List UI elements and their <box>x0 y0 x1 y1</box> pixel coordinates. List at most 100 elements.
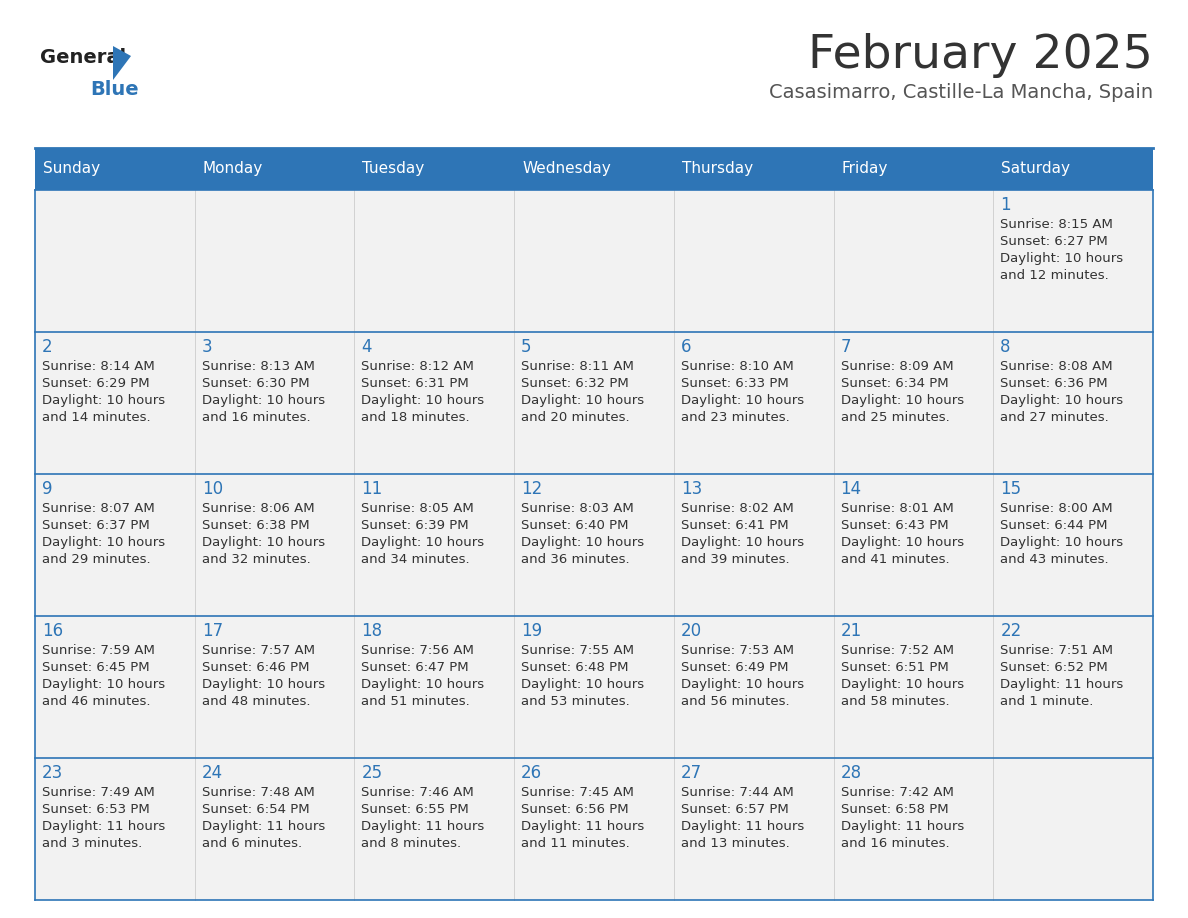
Text: Sunrise: 7:57 AM: Sunrise: 7:57 AM <box>202 644 315 657</box>
Text: Sunrise: 8:08 AM: Sunrise: 8:08 AM <box>1000 360 1113 373</box>
Text: Daylight: 11 hours: Daylight: 11 hours <box>681 820 804 833</box>
Text: and 13 minutes.: and 13 minutes. <box>681 837 790 850</box>
Text: Daylight: 10 hours: Daylight: 10 hours <box>202 678 324 691</box>
Text: Sunset: 6:43 PM: Sunset: 6:43 PM <box>841 519 948 532</box>
Text: Sunrise: 8:00 AM: Sunrise: 8:00 AM <box>1000 502 1113 515</box>
Bar <box>34 190 1154 332</box>
Text: and 16 minutes.: and 16 minutes. <box>841 837 949 850</box>
Text: and 6 minutes.: and 6 minutes. <box>202 837 302 850</box>
Text: Sunset: 6:31 PM: Sunset: 6:31 PM <box>361 377 469 390</box>
Text: and 29 minutes.: and 29 minutes. <box>42 553 151 566</box>
Text: Sunset: 6:51 PM: Sunset: 6:51 PM <box>841 661 948 674</box>
Text: Sunset: 6:56 PM: Sunset: 6:56 PM <box>522 803 628 816</box>
Text: 17: 17 <box>202 622 223 640</box>
Text: and 53 minutes.: and 53 minutes. <box>522 695 630 708</box>
Text: Daylight: 11 hours: Daylight: 11 hours <box>841 820 963 833</box>
Text: and 20 minutes.: and 20 minutes. <box>522 411 630 424</box>
Text: Daylight: 10 hours: Daylight: 10 hours <box>361 394 485 407</box>
Text: Sunset: 6:40 PM: Sunset: 6:40 PM <box>522 519 628 532</box>
Text: Sunrise: 8:03 AM: Sunrise: 8:03 AM <box>522 502 634 515</box>
Text: Sunset: 6:41 PM: Sunset: 6:41 PM <box>681 519 789 532</box>
Text: Sunset: 6:55 PM: Sunset: 6:55 PM <box>361 803 469 816</box>
Text: Sunset: 6:48 PM: Sunset: 6:48 PM <box>522 661 628 674</box>
Polygon shape <box>113 46 131 80</box>
Text: 13: 13 <box>681 480 702 498</box>
Text: Sunrise: 8:09 AM: Sunrise: 8:09 AM <box>841 360 953 373</box>
Bar <box>34 758 1154 900</box>
Text: Daylight: 10 hours: Daylight: 10 hours <box>681 394 804 407</box>
Text: Sunset: 6:46 PM: Sunset: 6:46 PM <box>202 661 309 674</box>
Text: 18: 18 <box>361 622 383 640</box>
Text: 11: 11 <box>361 480 383 498</box>
Text: 12: 12 <box>522 480 543 498</box>
Text: and 14 minutes.: and 14 minutes. <box>42 411 151 424</box>
Text: and 8 minutes.: and 8 minutes. <box>361 837 462 850</box>
Text: Casasimarro, Castille-La Mancha, Spain: Casasimarro, Castille-La Mancha, Spain <box>769 83 1154 102</box>
Bar <box>34 474 1154 616</box>
Text: and 23 minutes.: and 23 minutes. <box>681 411 790 424</box>
Text: Sunset: 6:30 PM: Sunset: 6:30 PM <box>202 377 309 390</box>
Text: 5: 5 <box>522 338 532 356</box>
Text: Sunrise: 7:56 AM: Sunrise: 7:56 AM <box>361 644 474 657</box>
Text: and 39 minutes.: and 39 minutes. <box>681 553 790 566</box>
Text: Sunrise: 7:42 AM: Sunrise: 7:42 AM <box>841 786 954 799</box>
Text: Daylight: 10 hours: Daylight: 10 hours <box>841 536 963 549</box>
Text: Sunset: 6:27 PM: Sunset: 6:27 PM <box>1000 235 1108 248</box>
Text: 7: 7 <box>841 338 851 356</box>
Text: Sunrise: 7:53 AM: Sunrise: 7:53 AM <box>681 644 794 657</box>
Text: and 16 minutes.: and 16 minutes. <box>202 411 310 424</box>
Text: Daylight: 11 hours: Daylight: 11 hours <box>361 820 485 833</box>
Text: 21: 21 <box>841 622 861 640</box>
Text: 10: 10 <box>202 480 223 498</box>
Text: Daylight: 10 hours: Daylight: 10 hours <box>202 394 324 407</box>
Text: 26: 26 <box>522 764 542 782</box>
Text: and 46 minutes.: and 46 minutes. <box>42 695 151 708</box>
Text: Daylight: 10 hours: Daylight: 10 hours <box>42 394 165 407</box>
Text: Daylight: 10 hours: Daylight: 10 hours <box>202 536 324 549</box>
Text: and 56 minutes.: and 56 minutes. <box>681 695 790 708</box>
Text: Sunset: 6:54 PM: Sunset: 6:54 PM <box>202 803 309 816</box>
Text: Daylight: 10 hours: Daylight: 10 hours <box>1000 536 1124 549</box>
Text: Daylight: 10 hours: Daylight: 10 hours <box>841 678 963 691</box>
Text: and 58 minutes.: and 58 minutes. <box>841 695 949 708</box>
Text: 2: 2 <box>42 338 52 356</box>
Text: 4: 4 <box>361 338 372 356</box>
Text: Sunrise: 7:59 AM: Sunrise: 7:59 AM <box>42 644 154 657</box>
Text: 28: 28 <box>841 764 861 782</box>
Text: Daylight: 10 hours: Daylight: 10 hours <box>42 678 165 691</box>
Text: 14: 14 <box>841 480 861 498</box>
Text: Sunset: 6:39 PM: Sunset: 6:39 PM <box>361 519 469 532</box>
Text: Monday: Monday <box>203 162 263 176</box>
Text: Sunset: 6:36 PM: Sunset: 6:36 PM <box>1000 377 1108 390</box>
Text: and 48 minutes.: and 48 minutes. <box>202 695 310 708</box>
Text: Daylight: 11 hours: Daylight: 11 hours <box>1000 678 1124 691</box>
Text: Sunrise: 8:12 AM: Sunrise: 8:12 AM <box>361 360 474 373</box>
Text: Daylight: 10 hours: Daylight: 10 hours <box>1000 252 1124 265</box>
Text: 23: 23 <box>42 764 63 782</box>
Text: Sunrise: 8:01 AM: Sunrise: 8:01 AM <box>841 502 953 515</box>
Text: Daylight: 10 hours: Daylight: 10 hours <box>42 536 165 549</box>
Text: Daylight: 10 hours: Daylight: 10 hours <box>522 536 644 549</box>
Text: Sunrise: 8:13 AM: Sunrise: 8:13 AM <box>202 360 315 373</box>
Text: and 18 minutes.: and 18 minutes. <box>361 411 470 424</box>
Text: and 1 minute.: and 1 minute. <box>1000 695 1094 708</box>
Text: Sunday: Sunday <box>43 162 100 176</box>
Text: Sunset: 6:38 PM: Sunset: 6:38 PM <box>202 519 309 532</box>
Text: Daylight: 11 hours: Daylight: 11 hours <box>522 820 644 833</box>
Text: 1: 1 <box>1000 196 1011 214</box>
Text: 15: 15 <box>1000 480 1022 498</box>
Text: Sunrise: 7:49 AM: Sunrise: 7:49 AM <box>42 786 154 799</box>
Bar <box>34 616 1154 758</box>
Text: Sunset: 6:47 PM: Sunset: 6:47 PM <box>361 661 469 674</box>
Text: Thursday: Thursday <box>682 162 753 176</box>
Text: Sunset: 6:58 PM: Sunset: 6:58 PM <box>841 803 948 816</box>
Text: and 34 minutes.: and 34 minutes. <box>361 553 470 566</box>
Text: and 25 minutes.: and 25 minutes. <box>841 411 949 424</box>
Text: 8: 8 <box>1000 338 1011 356</box>
Text: 6: 6 <box>681 338 691 356</box>
Bar <box>34 148 1154 190</box>
Text: Sunrise: 7:51 AM: Sunrise: 7:51 AM <box>1000 644 1113 657</box>
Text: Sunrise: 8:15 AM: Sunrise: 8:15 AM <box>1000 218 1113 231</box>
Text: Sunset: 6:44 PM: Sunset: 6:44 PM <box>1000 519 1107 532</box>
Text: Daylight: 11 hours: Daylight: 11 hours <box>202 820 326 833</box>
